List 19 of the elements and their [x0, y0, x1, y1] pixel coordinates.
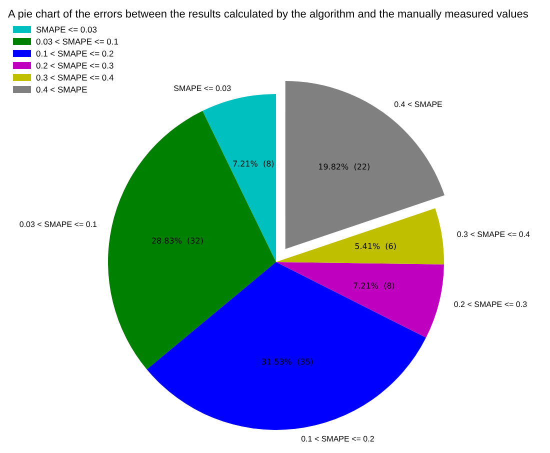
data-label: 19.82% (22): [318, 162, 370, 172]
slice-label: 0.03 < SMAPE <= 0.1: [19, 220, 98, 229]
legend-label: 0.03 < SMAPE <= 0.1: [36, 36, 119, 46]
slice-label: 0.1 < SMAPE <= 0.2: [301, 434, 375, 444]
legend-label: 0.1 < SMAPE <= 0.2: [36, 48, 114, 58]
data-label: 7.21% (8): [232, 159, 274, 168]
legend-label: 0.4 < SMAPE: [36, 84, 88, 94]
slice-label: 0.3 < SMAPE <= 0.4: [456, 230, 531, 239]
legend-label: SMAPE <= 0.03: [36, 24, 98, 34]
chart-title: A pie chart of the errors between the results calculated by the algorithm and the manually measured values: [8, 8, 529, 20]
legend-label: 0.2 < SMAPE <= 0.3: [36, 60, 114, 70]
slice-label: SMAPE <= 0.03: [174, 84, 232, 94]
legend-label: 0.3 < SMAPE <= 0.4: [36, 72, 114, 82]
data-label: 28.83% (32): [151, 236, 204, 246]
slice-label: 0.2 < SMAPE <= 0.3: [454, 300, 528, 309]
data-label: 31.53% (35): [261, 358, 314, 367]
data-label: 7.21% (8): [352, 282, 395, 291]
data-label: 5.41% (6): [354, 242, 397, 251]
slice-label: 0.4 < SMAPE: [394, 100, 442, 109]
